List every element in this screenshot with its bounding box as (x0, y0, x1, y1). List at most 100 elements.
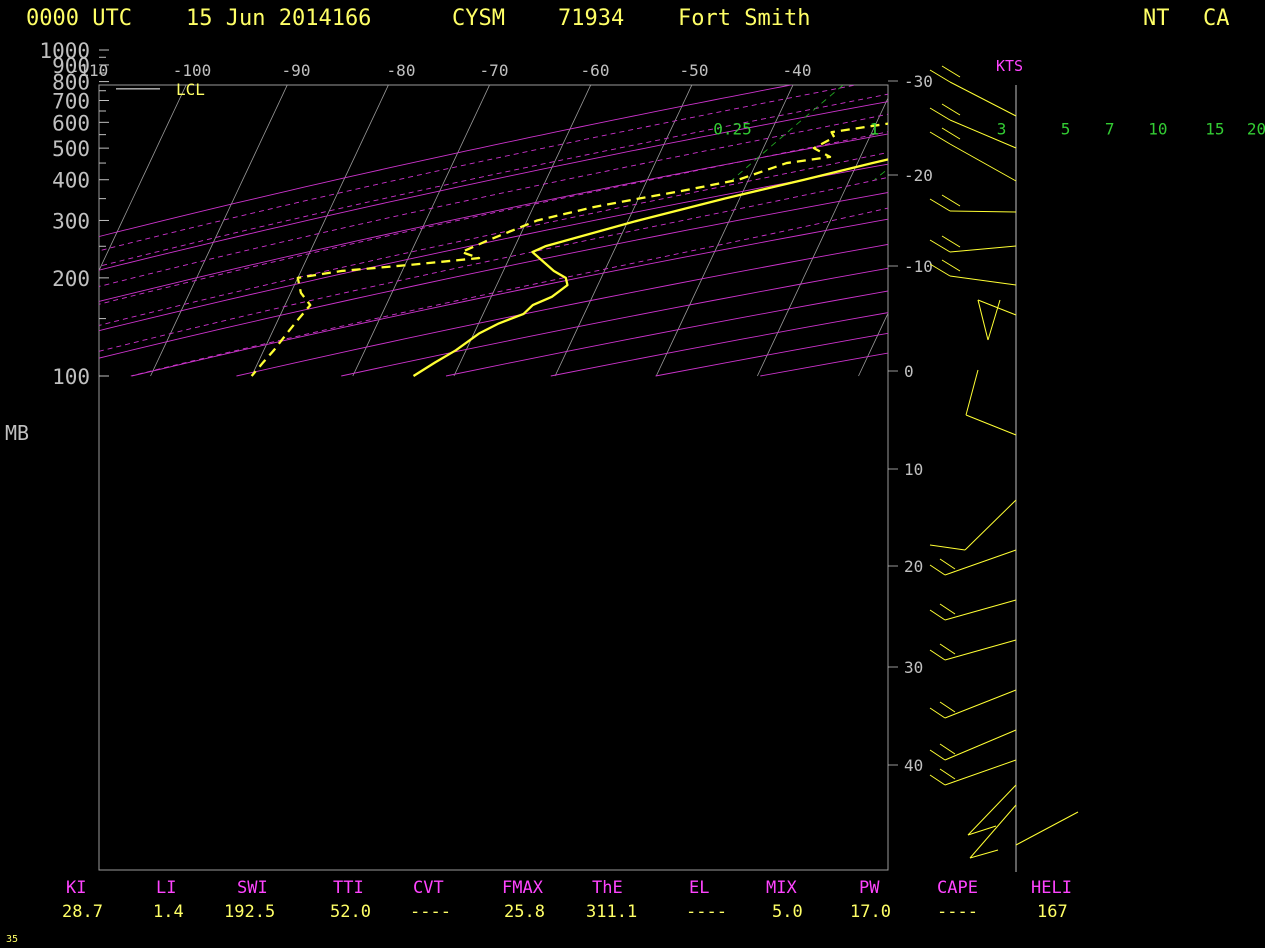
mixing-ratio-labels: 0.25 1 3 5 7 10 15 20 (713, 120, 1265, 139)
footer-code: 35 (6, 934, 19, 945)
plot-frame (98, 84, 889, 871)
isotherm-line (1061, 43, 1217, 376)
moist-adiabat (99, 151, 888, 326)
index-value-li: 1.4 (153, 902, 184, 922)
wind-barb (965, 369, 979, 416)
height-tick-label: -10 (904, 257, 933, 276)
mixing-ratio-label: 1 (870, 120, 880, 139)
dry-adiabat (99, 85, 794, 238)
height-tick-label: -20 (904, 166, 933, 185)
pressure-tick-label: 100 (52, 365, 90, 389)
index-label-fmax: FMAX (502, 878, 543, 898)
lcl-label: LCL (176, 80, 205, 99)
wind-barb (939, 743, 956, 755)
wind-barb (939, 701, 956, 713)
pressure-tick-label: 1000 (39, 39, 90, 63)
wind-barb (929, 107, 951, 121)
dry-adiabat (99, 192, 888, 359)
wind-barb (929, 564, 946, 576)
temperature-tick-label: -70 (480, 61, 509, 80)
wind-barb (944, 729, 1017, 761)
pressure-tick-label: 800 (52, 71, 90, 95)
height-tick-label: -30 (904, 72, 933, 91)
moist-adiabat (99, 131, 888, 305)
wind-barb (941, 235, 961, 248)
wind-barb (929, 749, 946, 761)
wind-barb (949, 245, 1017, 253)
header-station-name: Fort Smith (678, 6, 811, 31)
index-value-el: ---- (686, 902, 727, 922)
wind-barb (929, 239, 951, 253)
wind-barb (929, 649, 946, 661)
wind-barb (929, 544, 966, 551)
wind-barb (969, 849, 999, 859)
isotherm-line (655, 85, 794, 377)
mixing-ratio-label: 0.25 (713, 120, 752, 139)
wind-barb (1015, 811, 1079, 846)
height-tick-label: 40 (904, 756, 923, 775)
pressure-tick-label: 200 (52, 267, 90, 291)
isotherm-line (0, 43, 4, 376)
wind-barb (969, 804, 1017, 859)
temperature-tick-label: -100 (173, 61, 212, 80)
dry-adiabat (655, 332, 888, 377)
mixing-ratio-line (732, 85, 844, 181)
wind-barb (941, 65, 961, 78)
temperature-profile (412, 158, 888, 377)
mixing-ratio-line (874, 168, 888, 181)
header-time: 0000 UTC (26, 6, 132, 31)
height-tick-label: 0 (904, 362, 914, 381)
wind-barb (939, 643, 956, 655)
mixing-ratio-line (1066, 43, 1262, 180)
y-axis-label: MB (5, 421, 29, 445)
mixing-ratio-line (1215, 43, 1265, 180)
pressure-tick-label: 900 (52, 54, 90, 78)
mixing-ratio-line (1257, 43, 1265, 180)
index-label-tti: TTI (333, 878, 364, 898)
mixing-ratio-line (1158, 43, 1265, 180)
header-date: 15 Jun 2014166 (186, 6, 372, 31)
wind-barb (929, 131, 951, 145)
index-value-the: 311.1 (586, 902, 638, 922)
wind-barb (939, 768, 956, 780)
temperature-tick-label: -90 (282, 61, 311, 80)
isotherm-line (251, 85, 389, 377)
mixing-ratio-label: 7 (1105, 120, 1115, 139)
moist-adiabat (99, 93, 888, 267)
wind-barb (929, 609, 946, 621)
mixing-ratio-label: 20 (1247, 120, 1265, 139)
wind-barb (929, 707, 946, 719)
index-value-tti: 52.0 (330, 902, 371, 922)
height-tick-label: 30 (904, 658, 923, 677)
dry-adiabat (131, 218, 888, 377)
header-station-number: 71934 (558, 6, 625, 31)
mixing-ratio-label: 5 (1061, 120, 1071, 139)
wind-barb (944, 759, 1017, 786)
temperature-tick-label: -50 (680, 61, 709, 80)
mixing-ratio-label: 3 (997, 120, 1007, 139)
index-value-swi: 192.5 (224, 902, 276, 922)
temperature-tick-label: -40 (783, 61, 812, 80)
moist-adiabat (99, 113, 888, 287)
temperature-tick-label: -60 (581, 61, 610, 80)
height-tick-label: 10 (904, 460, 923, 479)
index-value-heli: 167 (1037, 902, 1068, 922)
wind-barb (987, 299, 1001, 341)
pressure-tick-label: 600 (52, 111, 90, 135)
wind-barb (949, 119, 1017, 149)
isotherm-line (757, 97, 888, 377)
index-value-pw: 17.0 (850, 902, 891, 922)
pressure-tick-label: 700 (52, 89, 90, 113)
index-value-cvt: ---- (410, 902, 451, 922)
mixing-ratio-label: 15 (1205, 120, 1224, 139)
dry-adiabat (99, 163, 888, 332)
pressure-tick-label: 300 (52, 209, 90, 233)
moist-adiabat (99, 85, 858, 252)
dry-adiabat (445, 290, 888, 377)
mixing-ratio-line (1002, 43, 1191, 180)
wind-barb (944, 689, 1017, 719)
index-label-mix: MIX (766, 878, 797, 898)
wind-barb (964, 499, 1017, 551)
index-label-li: LI (156, 878, 177, 898)
